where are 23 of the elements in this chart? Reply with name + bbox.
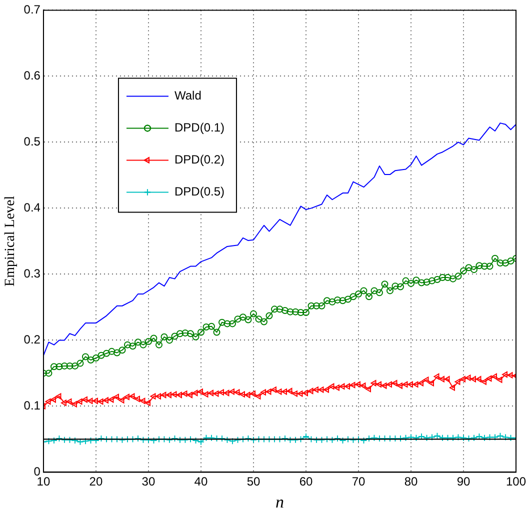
x-tick-label: 20 bbox=[89, 474, 103, 489]
x-tick-label: 60 bbox=[299, 474, 313, 489]
y-tick-label: 0.4 bbox=[24, 200, 41, 215]
y-tick-label: 0.3 bbox=[24, 266, 41, 281]
y-tick-label: 0.1 bbox=[24, 398, 41, 413]
x-tick-label: 10 bbox=[36, 474, 50, 489]
y-tick-label: 0.6 bbox=[24, 68, 41, 83]
x-axis-title: n bbox=[275, 492, 284, 512]
x-tick-label: 100 bbox=[506, 474, 526, 489]
x-tick-label: 70 bbox=[352, 474, 366, 489]
legend-label: DPD(0.1) bbox=[174, 120, 224, 135]
legend-label: DPD(0.2) bbox=[174, 152, 224, 167]
x-tick-label: 50 bbox=[246, 474, 260, 489]
y-tick-label: 0.5 bbox=[24, 134, 41, 149]
x-tick-label: 90 bbox=[456, 474, 470, 489]
x-tick-label: 80 bbox=[404, 474, 418, 489]
y-tick-label: 0.7 bbox=[24, 2, 41, 17]
x-tick-label: 40 bbox=[194, 474, 208, 489]
y-axis-title: Empirical Level bbox=[3, 196, 18, 286]
legend-label: DPD(0.5) bbox=[174, 184, 224, 199]
x-tick-label: 30 bbox=[142, 474, 156, 489]
legend-label: Wald bbox=[174, 88, 202, 103]
y-tick-label: 0.2 bbox=[24, 332, 41, 347]
